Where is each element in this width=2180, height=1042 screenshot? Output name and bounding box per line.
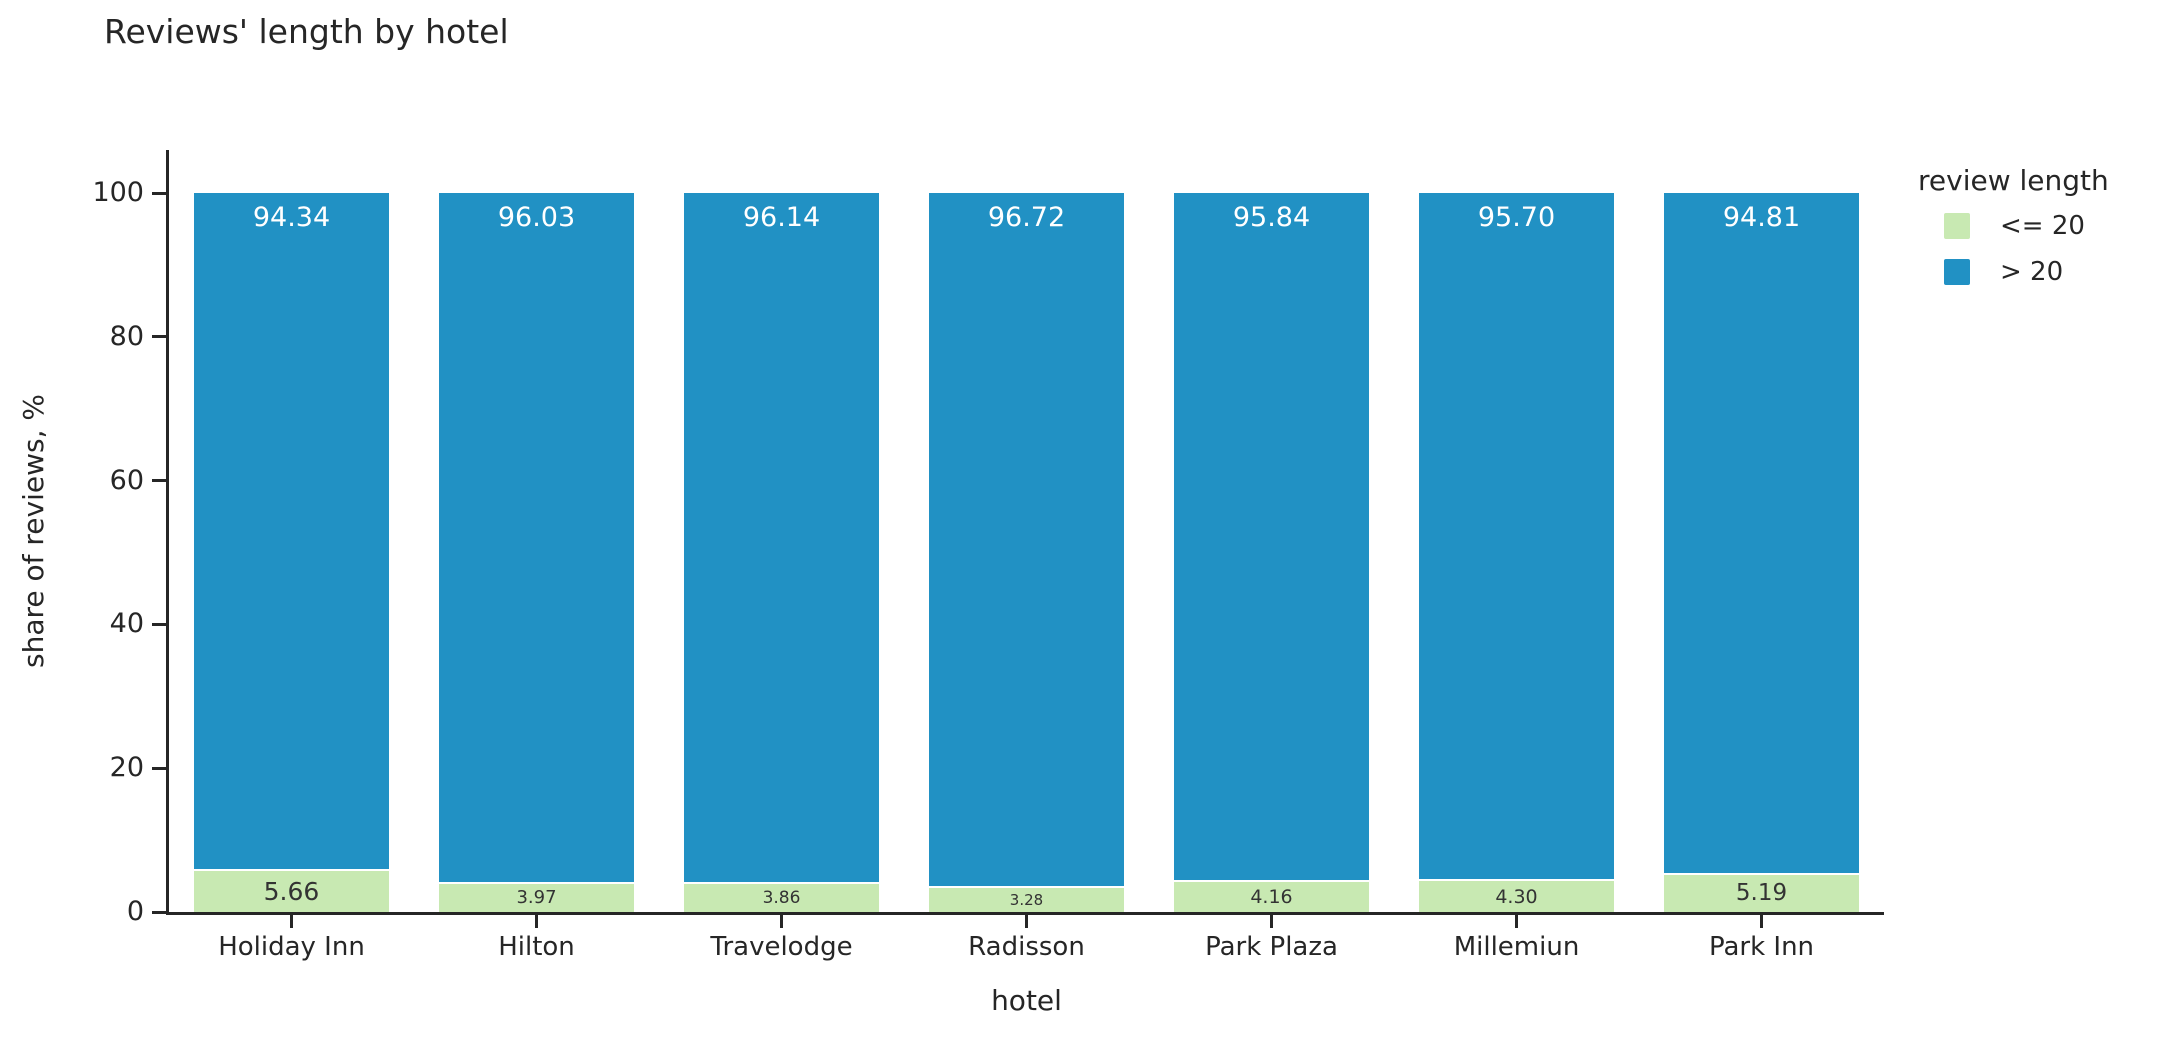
y-tick-20 [152, 766, 166, 770]
y-tick-80 [152, 335, 166, 339]
y-tick-60 [152, 479, 166, 483]
legend-items: <= 20 > 20 [1918, 211, 2109, 287]
legend-label--20: <= 20 [2000, 211, 2085, 241]
bar-travelodge-gt-20[interactable] [684, 193, 879, 885]
y-tick-label-0: 0 [126, 896, 144, 927]
legend-swatch--20 [1944, 213, 1970, 239]
bar-hilton-le-20[interactable] [439, 883, 634, 912]
bar-millemiun-le-20[interactable] [1419, 881, 1614, 912]
x-tick-radisson [1025, 915, 1028, 928]
x-tick-label-park-plaza: Park Plaza [1205, 932, 1338, 962]
x-tick-park-inn [1760, 915, 1763, 928]
x-tick-travelodge [780, 915, 783, 928]
bar-park-plaza-gt-20[interactable] [1174, 193, 1369, 883]
x-tick-label-radisson: Radisson [968, 932, 1085, 962]
legend: review length <= 20 > 20 [1918, 164, 2109, 303]
bar-park-inn-gt-20[interactable] [1664, 193, 1859, 875]
plot-area: 94.34 5.66 96.03 3.97 96.14 3.86 96.72 3.28 95.8… [166, 150, 1884, 915]
legend-title: review length [1918, 164, 2109, 197]
x-tick-label-travelodge: Travelodge [710, 932, 853, 962]
x-tick-holiday-inn [290, 915, 293, 928]
y-tick-label-40: 40 [109, 608, 144, 640]
x-tick-label-hilton: Hilton [498, 932, 575, 962]
y-tick-40 [152, 622, 166, 626]
x-tick-label-millemiun: Millemiun [1453, 932, 1580, 962]
y-tick-0 [152, 910, 166, 914]
x-tick-hilton [535, 915, 538, 928]
y-tick-100 [152, 191, 166, 195]
bar-millemiun-gt-20[interactable] [1419, 193, 1614, 882]
x-axis-title: hotel [991, 984, 1062, 1017]
bar-hilton-gt-20[interactable] [439, 193, 634, 884]
x-tick-label-holiday-inn: Holiday Inn [218, 932, 365, 962]
legend-label--20: > 20 [2000, 257, 2064, 287]
y-tick-label-20: 20 [109, 752, 144, 784]
bar-holiday-inn-gt-20[interactable] [194, 193, 389, 872]
legend-swatch--20 [1944, 259, 1970, 285]
legend-item--20[interactable]: > 20 [1944, 257, 2109, 287]
y-tick-label-100: 100 [92, 177, 144, 208]
y-tick-label-60: 60 [109, 464, 144, 496]
bar-park-plaza-le-20[interactable] [1174, 882, 1369, 912]
legend-item--20[interactable]: <= 20 [1944, 211, 2109, 241]
x-tick-label-park-inn: Park Inn [1708, 932, 1815, 962]
x-tick-park-plaza [1270, 915, 1273, 928]
bar-park-inn-le-20[interactable] [1664, 874, 1859, 912]
y-tick-label-80: 80 [109, 320, 144, 352]
bar-radisson-le-20[interactable] [929, 888, 1124, 912]
bar-radisson-gt-20[interactable] [929, 193, 1124, 889]
chart-title: Reviews' length by hotel [104, 12, 509, 51]
bar-travelodge-le-20[interactable] [684, 884, 879, 912]
bar-holiday-inn-le-20[interactable] [194, 871, 389, 912]
x-tick-millemiun [1515, 915, 1518, 928]
y-axis-title: share of reviews, % [17, 394, 50, 668]
